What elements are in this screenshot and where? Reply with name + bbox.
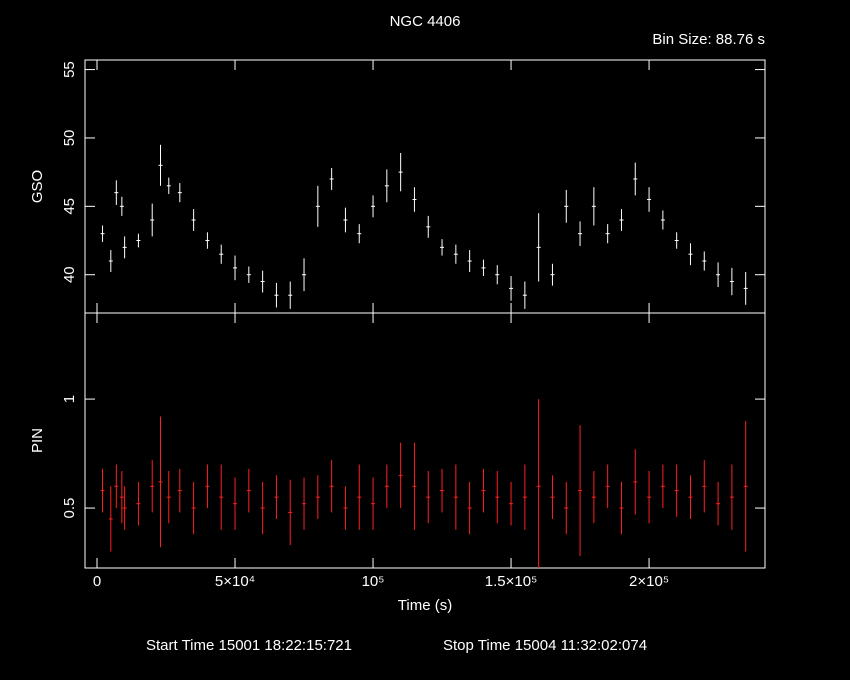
x-tick-label: 5×10⁴: [215, 573, 255, 590]
y-axis-label: GSO: [29, 170, 46, 203]
chart-title: NGC 4406: [390, 13, 461, 30]
data-group: [100, 399, 748, 568]
bin-size: Bin Size: 88.76 s: [652, 31, 765, 48]
stop-time: Stop Time 15004 11:32:02:074: [443, 637, 647, 654]
x-tick-label: 1.5×10⁵: [485, 573, 538, 590]
x-tick-label: 0: [93, 573, 101, 590]
y-tick-label: 1: [61, 395, 78, 403]
y-tick-label: 50: [61, 130, 78, 147]
y-tick-label: 0.5: [61, 498, 78, 519]
x-axis-label: Time (s): [398, 597, 452, 614]
x-tick-label: 10⁵: [362, 573, 385, 590]
data-group: [100, 144, 748, 309]
start-time: Start Time 15001 18:22:15:721: [146, 637, 352, 654]
panel-frame: [84, 59, 766, 314]
y-tick-label: 40: [61, 266, 78, 283]
y-tick-label: 55: [61, 61, 78, 78]
y-axis-label: PIN: [29, 428, 46, 453]
y-tick-label: 45: [61, 198, 78, 215]
panel-frame: [84, 312, 766, 569]
x-tick-label: 2×10⁵: [629, 573, 669, 590]
